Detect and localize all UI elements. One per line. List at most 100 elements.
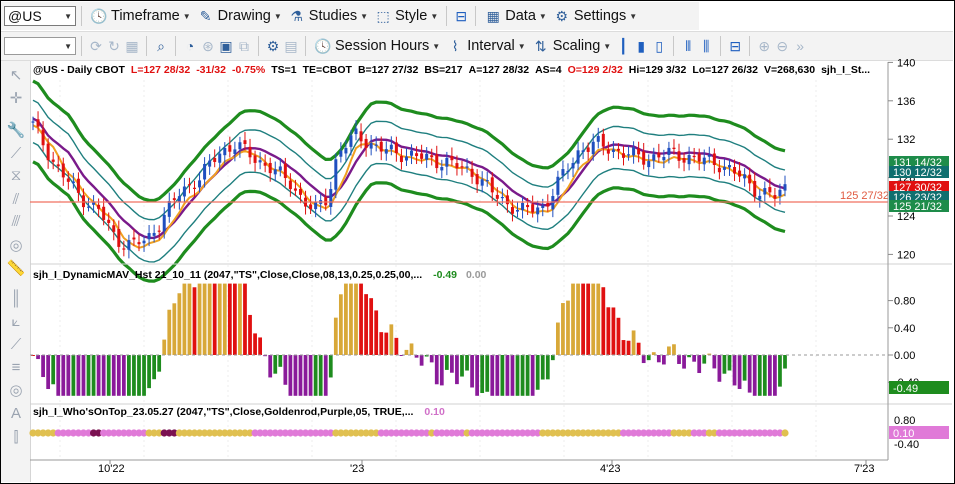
histogram-bar [661,355,666,365]
cube-gear-icon[interactable]: ⚙ [266,37,280,54]
histogram-bar [197,283,202,355]
crosshair-icon[interactable]: ✛ [9,90,23,107]
style-button[interactable]: ⬚ Style ▼ [371,7,441,25]
state-dot [529,429,537,437]
histogram-bar [258,337,262,355]
histogram-bar [318,355,323,396]
state-dot [296,429,305,437]
chevron-down-icon: ▼ [273,11,282,21]
candle-body [107,219,111,223]
state-dot [635,429,643,437]
state-dot [180,429,189,437]
histogram-bar [222,283,227,355]
state-dot [377,429,385,437]
overflow-chevron-icon[interactable]: » [796,38,805,54]
gear-icon: ⚙ [555,7,569,24]
bar-chart-icon[interactable]: ┃ [618,37,628,54]
cursor-icon[interactable]: ⊛ [202,37,214,54]
histogram-bar [293,355,298,396]
candle-body [697,153,701,162]
save-icon[interactable]: ▤ [284,37,298,54]
candle-body [591,141,595,155]
candle-body [309,204,313,210]
trendline-icon[interactable]: ⟋ [10,144,22,162]
horizontal-lines-icon[interactable]: ≡ [11,358,21,376]
zoom-out-icon[interactable]: ⊖ [776,37,789,54]
cycle-icon[interactable]: ◎ [9,237,23,254]
candle-body [480,179,484,186]
histogram-bar [96,355,101,396]
vertical-lines-icon[interactable]: ║ [10,289,22,307]
data-button[interactable]: ▦ Data ▼ [481,7,550,25]
fib-icon[interactable]: ⧖ [10,166,22,184]
price-badge [889,166,949,178]
studies-button[interactable]: ⚗ Studies ▼ [285,7,371,25]
grid-icon[interactable]: ▦ [125,37,139,54]
zoom-search-icon[interactable]: ⌕ [157,37,165,54]
state-dot [640,429,648,437]
state-dot [589,429,597,437]
histogram-bar [127,355,131,396]
candle-body [586,147,590,152]
histogram-bar [465,355,469,371]
state-dot [125,429,133,437]
settings-button[interactable]: ⚙ Settings ▼ [550,7,640,25]
gann-icon[interactable]: ⟀ [11,312,21,330]
scaling-button[interactable]: ⇅ Scaling ▼ [529,37,614,55]
channel-icon[interactable]: ⫽ [12,190,20,208]
state-dot [720,429,729,437]
histogram-bar [439,355,444,386]
state-dot [266,429,274,437]
arrow-select-icon[interactable]: ↖ [9,67,23,84]
price-badge [889,200,949,212]
chevron-down-icon: ▼ [629,11,638,21]
pitchfork-icon[interactable]: ⫻ [11,212,21,230]
refresh-icon[interactable]: ⟳ [90,37,102,54]
speed-lines-icon[interactable]: ⟋ [10,335,22,353]
zoom-in-icon[interactable]: ⊕ [758,37,771,54]
candle-body [707,154,711,157]
symbol-input[interactable]: @US ▼ [4,6,76,26]
reload-icon[interactable]: ↻ [108,37,120,54]
histogram-bar [36,355,40,360]
candle-body [349,135,353,147]
multi-chart-icon[interactable]: ⧉ [239,37,249,54]
timeframe-button[interactable]: 🕓 Timeframe ▼ [87,7,194,25]
reference-price-label: 125 27/32 [840,190,889,202]
candlestick-chart-icon[interactable]: ▮ [637,37,646,54]
state-dot [423,429,431,437]
split-window-icon[interactable]: ⊟ [729,37,742,54]
split-window-icon[interactable]: ⊟ [455,7,468,24]
target-icon[interactable]: ◎ [9,382,23,399]
state-dot [402,429,411,437]
hollow-candle-icon[interactable]: ▯ [655,37,664,54]
histogram-bar [207,283,212,355]
interval-button[interactable]: ⌇ Interval ▼ [443,37,528,55]
candle-body [606,149,610,154]
state-dot [261,429,269,437]
histogram-bar [530,355,535,396]
wrench-icon[interactable]: 🔧 [6,122,26,139]
expand-bars-icon[interactable]: ⫼ [702,37,710,54]
state-dot [710,429,718,437]
state-dot [231,429,239,437]
candle-body [551,196,555,210]
drawing-button[interactable]: ✎ Drawing ▼ [194,7,285,25]
state-dot [387,429,395,437]
ruler-icon[interactable]: 📏 [6,260,26,277]
brackets-icon[interactable]: ⫿ [13,428,19,446]
compress-bars-icon[interactable]: ⫴ [685,37,692,54]
chevron-down-icon: ▼ [182,11,191,21]
histogram-bar [757,355,762,396]
candle-body [516,210,520,212]
text-tool-icon[interactable]: A [10,404,21,422]
state-dot [675,429,683,437]
picture-icon[interactable]: ▣ [219,37,233,54]
histogram-bar [460,355,464,377]
pencil-icon: ✎ [199,7,212,24]
gauge-icon[interactable]: ◔ [185,38,195,54]
session-hours-button[interactable]: 🕓 Session Hours ▼ [311,37,443,55]
secondary-dropdown[interactable]: ▼ [4,37,76,55]
histogram-bar [651,352,656,355]
